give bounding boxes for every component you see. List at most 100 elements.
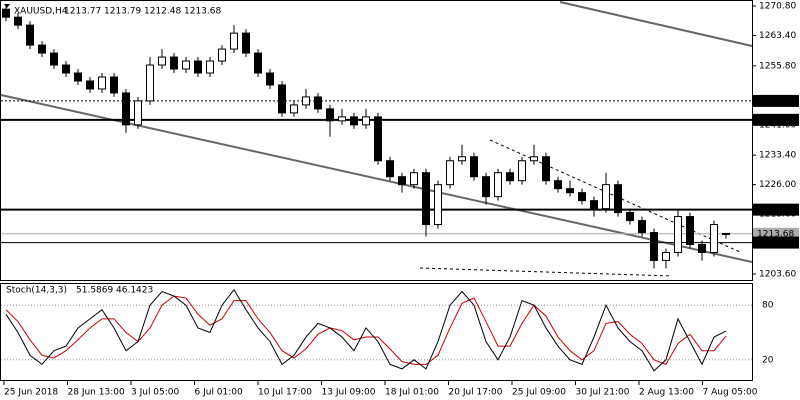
candle-body [326, 108, 334, 122]
stoch-signal-line [5, 295, 727, 365]
y-tick-label: 1255.80 [759, 61, 796, 71]
candle-body [26, 24, 34, 46]
stoch-tick-label: 20 [762, 355, 774, 365]
price-label: 1247.00 [757, 96, 794, 106]
candle-body [710, 224, 718, 253]
x-tick-label: 18 Jul 01:00 [385, 388, 439, 398]
stoch-title: Stoch(14,3,3) [6, 286, 67, 296]
candle-body [470, 156, 478, 178]
candle-body [446, 160, 454, 186]
candle-body [254, 52, 262, 74]
candle-body [62, 64, 70, 74]
candle-body [266, 72, 274, 86]
candle-body [74, 72, 82, 82]
candle-body [386, 160, 394, 178]
y-tick-label: 1270.80 [759, 2, 796, 12]
candle-body [398, 176, 406, 186]
candle-body [602, 184, 610, 210]
main-panel [0, 0, 753, 281]
frame [0, 0, 753, 381]
candle-body [362, 116, 370, 126]
candle-body [566, 188, 574, 194]
candle-body [506, 172, 514, 182]
price-label-box [753, 236, 799, 249]
y-tick-label: 1226.00 [759, 180, 796, 190]
candle-body [110, 76, 118, 94]
candle-body [242, 32, 250, 54]
x-tick-label: 20 Jul 17:00 [449, 388, 503, 398]
candle-body [302, 96, 310, 106]
price-label-box [753, 203, 799, 216]
candle-body [146, 64, 154, 102]
candle-body [590, 200, 598, 210]
candle-body [410, 172, 418, 186]
x-tick-label: 3 Jul 05:00 [131, 388, 180, 398]
candle-body [182, 60, 190, 70]
price-label: 1211.48 [757, 238, 794, 248]
symbol: XAUUSD,H4 [14, 7, 68, 17]
candle-body [614, 184, 622, 214]
x-tick-label: 25 Jul 09:00 [512, 388, 566, 398]
x-tick-label: 30 Jul 21:00 [576, 388, 630, 398]
candle-body [134, 100, 142, 126]
candle-body [626, 212, 634, 222]
candle-body [482, 176, 490, 198]
candle-body [698, 243, 706, 253]
candle-body [662, 251, 670, 261]
stoch-tick-label: 80 [762, 301, 774, 311]
candle-body [458, 156, 466, 162]
candle-body [14, 16, 22, 26]
candle-body [638, 220, 646, 234]
price-label-box [753, 113, 799, 126]
candle-body [674, 216, 682, 253]
price-label: 1242.25 [757, 115, 794, 125]
trend-line [559, 1, 753, 47]
candle-body [86, 80, 94, 90]
candle-body [38, 44, 46, 54]
candle-body [422, 172, 430, 226]
candle-body [170, 56, 178, 70]
candle-body [98, 76, 106, 90]
price-label: 1213.68 [757, 229, 794, 239]
candle-body [50, 52, 58, 66]
candle-body [194, 60, 202, 74]
stoch-signal-value: 46.1423 [116, 286, 153, 296]
x-tick-label: 25 Jun 2018 [4, 388, 58, 398]
candle-body [314, 96, 322, 110]
x-tick-label: 7 Aug 05:00 [703, 388, 758, 398]
candle-body [350, 116, 358, 126]
candle-body [290, 104, 298, 114]
candle-body [122, 92, 130, 126]
candle-body [158, 56, 166, 66]
x-tick-label: 2 Aug 13:00 [639, 388, 694, 398]
y-tick-label: 1233.40 [759, 151, 796, 161]
candle-body [374, 116, 382, 162]
open: 1213.77 [64, 7, 101, 17]
candle-body [554, 180, 562, 190]
y-tick-label: 1203.60 [759, 270, 796, 280]
candle-body [338, 116, 346, 122]
channel-line [419, 267, 673, 277]
x-tick-label: 13 Jul 09:00 [322, 388, 376, 398]
low: 1212.48 [144, 7, 181, 17]
x-tick-label: 28 Jun 13:00 [68, 388, 125, 398]
candle-body [230, 32, 238, 50]
price-label: 1219.74 [757, 205, 794, 215]
candle-body [686, 216, 694, 245]
x-tick-label: 6 Jul 01:00 [195, 388, 244, 398]
high: 1213.79 [104, 7, 141, 17]
candle-body [434, 184, 442, 226]
stoch-main-value: 51.5869 [76, 286, 113, 296]
candle-body [206, 60, 214, 74]
candle-body [578, 192, 586, 202]
candle-body [218, 48, 226, 62]
stoch-panel [0, 283, 753, 381]
price-label-box [753, 94, 799, 107]
candle-body [530, 156, 538, 162]
candle-body [278, 84, 286, 114]
x-tick-label: 10 Jul 17:00 [258, 388, 312, 398]
candle-body [650, 232, 658, 261]
menu-icon[interactable] [4, 4, 10, 8]
